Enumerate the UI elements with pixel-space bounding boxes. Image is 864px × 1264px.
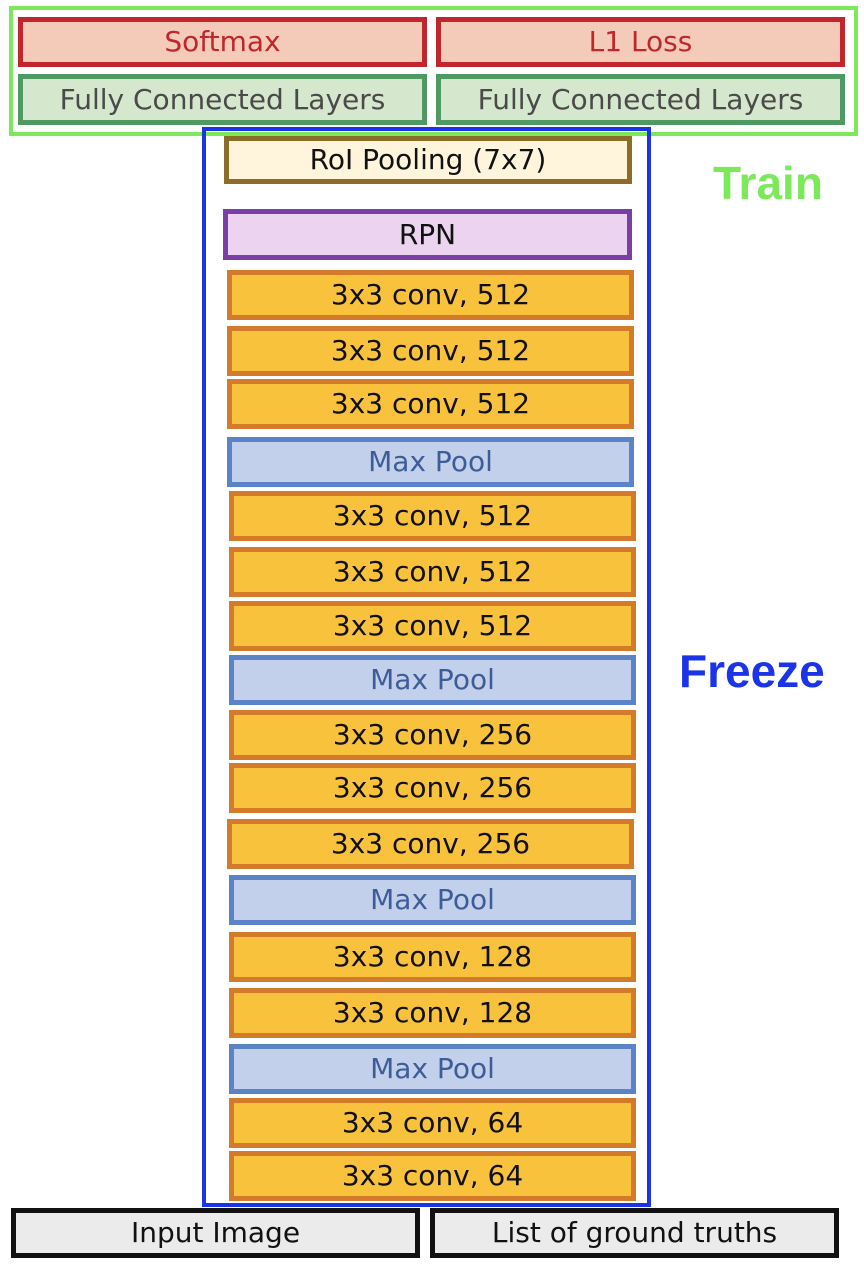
conv-layer: 3x3 conv, 256	[227, 819, 634, 869]
conv-layer: 3x3 conv, 512	[229, 547, 636, 597]
freeze-label: Freeze	[679, 645, 825, 697]
train-label: Train	[713, 157, 823, 209]
conv-layer: 3x3 conv, 256	[229, 710, 636, 760]
fc-layers-right-block: Fully Connected Layers	[436, 74, 845, 125]
conv-layer: 3x3 conv, 512	[229, 601, 636, 651]
conv-layer: 3x3 conv, 512	[227, 270, 634, 320]
max-pool-layer: Max Pool	[229, 1044, 636, 1094]
roi-pooling-block: RoI Pooling (7x7)	[224, 136, 632, 184]
rpn-block: RPN	[223, 209, 632, 260]
ground-truths-block: List of ground truths	[430, 1208, 839, 1258]
conv-layer: 3x3 conv, 128	[229, 932, 636, 982]
conv-layer: 3x3 conv, 256	[229, 763, 636, 813]
conv-layer: 3x3 conv, 64	[229, 1098, 636, 1148]
freeze-frame	[202, 127, 651, 1207]
conv-layer: 3x3 conv, 64	[229, 1151, 636, 1201]
input-image-block: Input Image	[11, 1208, 420, 1258]
max-pool-layer: Max Pool	[229, 655, 636, 705]
train-frame	[9, 6, 858, 136]
conv-layer: 3x3 conv, 128	[229, 988, 636, 1038]
fc-layers-left-block: Fully Connected Layers	[18, 74, 427, 125]
softmax-block: Softmax	[18, 17, 427, 67]
conv-layer: 3x3 conv, 512	[227, 326, 634, 376]
max-pool-layer: Max Pool	[229, 875, 636, 925]
l1-loss-block: L1 Loss	[436, 17, 845, 67]
max-pool-layer: Max Pool	[227, 437, 634, 487]
conv-layer: 3x3 conv, 512	[227, 379, 634, 429]
conv-layer: 3x3 conv, 512	[229, 491, 636, 541]
